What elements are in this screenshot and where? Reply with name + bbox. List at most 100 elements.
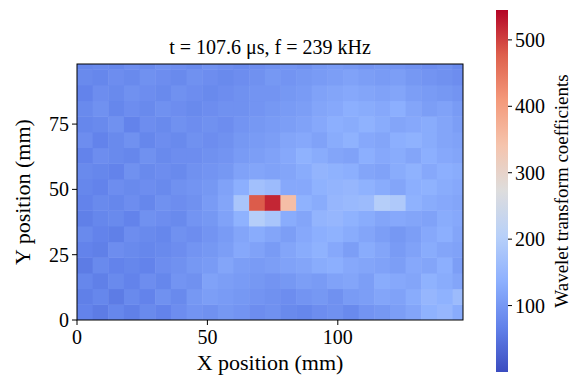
cell — [437, 304, 453, 320]
cell — [171, 116, 187, 132]
cell — [93, 64, 109, 70]
cell — [202, 64, 218, 70]
cell — [437, 132, 453, 148]
cell — [312, 242, 328, 258]
cell — [202, 132, 218, 148]
cell — [265, 195, 281, 211]
cell — [343, 226, 359, 242]
cell — [202, 148, 218, 164]
cell — [155, 101, 171, 117]
cell — [124, 289, 140, 305]
cell — [249, 195, 265, 211]
y-tick-label: 0 — [59, 309, 69, 331]
cell — [453, 304, 463, 320]
cell — [108, 101, 124, 117]
cell — [359, 69, 375, 85]
cell — [124, 101, 140, 117]
cell — [233, 148, 249, 164]
x-axis-title: X position (mm) — [197, 350, 344, 375]
cell — [327, 242, 343, 258]
cell — [343, 289, 359, 305]
cell — [280, 148, 296, 164]
cell — [359, 242, 375, 258]
cell — [140, 257, 156, 273]
cell — [171, 242, 187, 258]
cell — [155, 179, 171, 195]
cell — [374, 304, 390, 320]
colorbar — [496, 10, 508, 372]
cell — [249, 85, 265, 101]
cell — [280, 210, 296, 226]
cell — [171, 257, 187, 273]
cell — [93, 69, 109, 85]
cell — [390, 132, 406, 148]
heatmap-cells — [77, 64, 463, 320]
cell — [155, 289, 171, 305]
cell — [280, 132, 296, 148]
cell — [265, 101, 281, 117]
cell — [93, 85, 109, 101]
cell — [343, 257, 359, 273]
cell — [93, 304, 109, 320]
cell — [406, 226, 422, 242]
cell — [249, 257, 265, 273]
cell — [187, 85, 203, 101]
cell — [390, 195, 406, 211]
cell — [155, 69, 171, 85]
cell — [124, 148, 140, 164]
cell — [359, 116, 375, 132]
cell — [124, 179, 140, 195]
cell — [296, 210, 312, 226]
cell — [218, 226, 234, 242]
cell — [171, 179, 187, 195]
plot-frame — [77, 64, 463, 320]
cell — [453, 289, 463, 305]
cell — [453, 242, 463, 258]
cell — [406, 304, 422, 320]
cell — [77, 257, 93, 273]
cell — [421, 226, 437, 242]
cell — [249, 304, 265, 320]
cell — [359, 273, 375, 289]
cell — [171, 226, 187, 242]
cell — [374, 148, 390, 164]
cell — [93, 226, 109, 242]
cell — [218, 304, 234, 320]
cell — [280, 226, 296, 242]
cell — [296, 163, 312, 179]
cell — [327, 69, 343, 85]
cell — [280, 195, 296, 211]
cell — [218, 132, 234, 148]
cell — [296, 85, 312, 101]
cell — [108, 226, 124, 242]
cell — [280, 273, 296, 289]
cell — [155, 163, 171, 179]
cell — [140, 132, 156, 148]
cell — [171, 210, 187, 226]
cell — [249, 132, 265, 148]
cell — [140, 304, 156, 320]
cell — [453, 132, 463, 148]
cell — [202, 289, 218, 305]
cell — [453, 64, 463, 70]
x-tick — [207, 320, 208, 325]
cell — [312, 85, 328, 101]
cell — [453, 101, 463, 117]
cell — [124, 69, 140, 85]
cell — [233, 242, 249, 258]
cell — [406, 148, 422, 164]
x-tick-label: 50 — [197, 326, 217, 348]
cell — [108, 132, 124, 148]
cell — [155, 304, 171, 320]
cell — [218, 148, 234, 164]
cell — [327, 304, 343, 320]
cell — [312, 69, 328, 85]
cell — [280, 242, 296, 258]
cell — [249, 163, 265, 179]
cell — [327, 85, 343, 101]
cell — [437, 85, 453, 101]
chart: 0501000255075t = 107.6 μs, f = 239 kHzX … — [0, 0, 579, 381]
cell — [421, 242, 437, 258]
cell — [140, 101, 156, 117]
cell — [202, 242, 218, 258]
